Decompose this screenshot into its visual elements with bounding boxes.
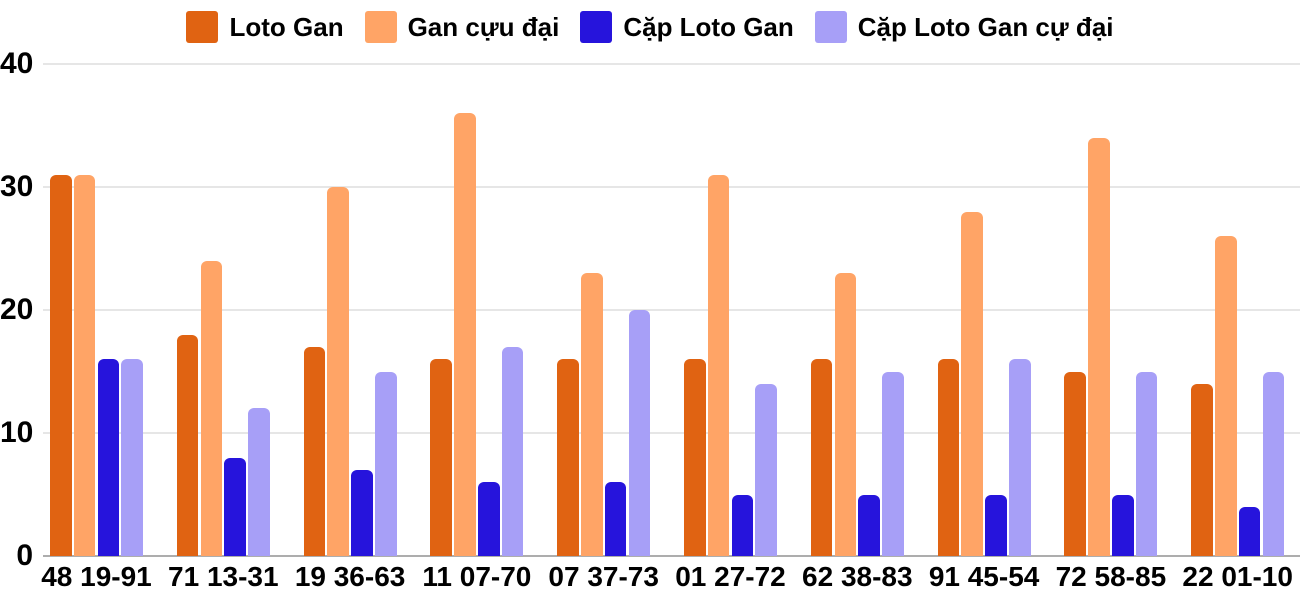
x-axis-category-label: 11 07-70: [422, 561, 532, 592]
bar-cap-loto-gan-62-38-83[interactable]: [858, 494, 880, 556]
bar-gan-cuu-dai-48-19-91[interactable]: [73, 174, 96, 556]
legend-item-label: Cặp Loto Gan: [623, 12, 794, 42]
x-axis-category-label: 71 13-31: [168, 561, 279, 592]
bar-cap-loto-gan-cu-dai-11-07-70[interactable]: [501, 346, 524, 556]
bar-cap-loto-gan-cu-dai-19-36-63[interactable]: [375, 371, 397, 556]
bar-loto-gan-19-36-63[interactable]: [303, 346, 326, 556]
bar-cap-loto-gan-07-37-73[interactable]: [604, 482, 627, 556]
bar-gan-cuu-dai-11-07-70[interactable]: [454, 113, 476, 556]
y-axis-tick-label-30: 30: [0, 170, 34, 203]
legend-swatch-icon: [364, 11, 397, 43]
bar-cap-loto-gan-cu-dai-71-13-31[interactable]: [248, 408, 270, 556]
bar-cap-loto-gan-cu-dai-07-37-73[interactable]: [628, 310, 651, 556]
x-axis-category-label: 19 36-63: [294, 561, 406, 592]
x-axis-category-label: 07 37-73: [548, 561, 659, 592]
bar-gan-cuu-dai-62-38-83[interactable]: [834, 273, 857, 556]
legend-swatch-icon: [186, 11, 219, 43]
gridline-40: [43, 63, 1300, 65]
y-axis-tick-label-0: 0: [16, 539, 33, 572]
bar-cap-loto-gan-72-58-85[interactable]: [1112, 494, 1134, 556]
bar-cap-loto-gan-cu-dai-72-58-85[interactable]: [1135, 371, 1158, 556]
x-axis-category-label: 48 19-91: [41, 561, 152, 592]
x-axis-category-label: 72 58-85: [1055, 561, 1167, 592]
bar-loto-gan-48-19-91[interactable]: [50, 174, 72, 556]
gridline-30: [43, 186, 1300, 188]
legend-swatch-icon: [814, 11, 847, 43]
bar-cap-loto-gan-19-36-63[interactable]: [351, 469, 373, 556]
bar-loto-gan-62-38-83[interactable]: [810, 359, 833, 556]
legend-item-cap-loto-gan-cu-dai[interactable]: Cặp Loto Gan cự đại: [814, 11, 1114, 43]
bar-cap-loto-gan-cu-dai-01-27-72[interactable]: [755, 383, 777, 556]
x-axis-line: [43, 555, 1300, 557]
y-axis-tick-label-10: 10: [0, 416, 34, 449]
bar-cap-loto-gan-cu-dai-48-19-91[interactable]: [121, 359, 143, 556]
legend-item-label: Cặp Loto Gan cự đại: [857, 12, 1114, 42]
legend-swatch-icon: [580, 11, 613, 43]
bar-gan-cuu-dai-71-13-31[interactable]: [200, 260, 223, 556]
legend-item-label: Gan cựu đại: [407, 12, 560, 42]
bar-cap-loto-gan-11-07-70[interactable]: [478, 482, 500, 556]
bar-gan-cuu-dai-72-58-85[interactable]: [1088, 137, 1110, 556]
y-axis-tick-label-20: 20: [0, 293, 34, 326]
bar-cap-loto-gan-cu-dai-91-45-54[interactable]: [1009, 359, 1031, 556]
bar-loto-gan-11-07-70[interactable]: [430, 359, 452, 556]
legend-item-label: Loto Gan: [229, 12, 344, 42]
bar-loto-gan-71-13-31[interactable]: [176, 334, 199, 556]
bar-cap-loto-gan-48-19-91[interactable]: [97, 359, 120, 556]
x-axis-category-label: 62 38-83: [802, 561, 913, 592]
bar-loto-gan-91-45-54[interactable]: [937, 359, 960, 556]
bar-cap-loto-gan-91-45-54[interactable]: [985, 494, 1007, 556]
bar-cap-loto-gan-01-27-72[interactable]: [731, 494, 754, 556]
x-axis-category-label: 22 01-10: [1182, 561, 1293, 592]
chart-legend: Loto Gan Gan cựu đại Cặp Loto Gan Cặp Loto …: [0, 10, 1300, 44]
bar-gan-cuu-dai-22-01-10[interactable]: [1215, 236, 1237, 556]
bar-gan-cuu-dai-91-45-54[interactable]: [961, 211, 983, 556]
bar-loto-gan-72-58-85[interactable]: [1064, 371, 1086, 556]
bar-cap-loto-gan-cu-dai-62-38-83[interactable]: [882, 371, 904, 556]
bar-loto-gan-22-01-10[interactable]: [1191, 383, 1213, 556]
x-axis-category-label: 01 27-72: [675, 561, 786, 592]
bar-loto-gan-01-27-72[interactable]: [684, 359, 706, 556]
bar-cap-loto-gan-71-13-31[interactable]: [224, 457, 246, 556]
x-axis-category-label: 91 45-54: [928, 561, 1040, 592]
bar-cap-loto-gan-22-01-10[interactable]: [1238, 506, 1261, 556]
y-axis-tick-label-40: 40: [0, 47, 34, 80]
bar-gan-cuu-dai-19-36-63[interactable]: [327, 187, 349, 556]
bar-gan-cuu-dai-01-27-72[interactable]: [707, 174, 730, 556]
bar-loto-gan-07-37-73[interactable]: [557, 359, 579, 556]
bar-gan-cuu-dai-07-37-73[interactable]: [581, 273, 603, 556]
gridline-10: [43, 432, 1300, 434]
legend-item-gan-cuu-dai[interactable]: Gan cựu đại: [364, 11, 560, 43]
legend-item-loto-gan[interactable]: Loto Gan: [186, 11, 344, 43]
bar-cap-loto-gan-cu-dai-22-01-10[interactable]: [1262, 371, 1285, 556]
gridline-20: [43, 309, 1300, 311]
legend-item-cap-loto-gan[interactable]: Cặp Loto Gan: [580, 11, 794, 43]
